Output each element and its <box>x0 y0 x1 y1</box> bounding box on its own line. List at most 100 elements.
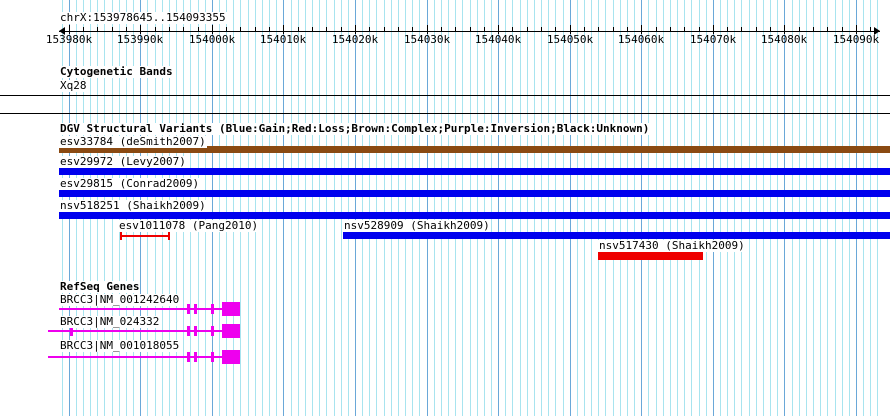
grid-line <box>827 0 828 416</box>
grid-line <box>334 0 335 416</box>
exon <box>194 352 197 362</box>
ruler-tick <box>813 27 814 32</box>
ruler-tick <box>598 27 599 32</box>
track-label-nsv517430[interactable]: nsv517430 (Shaikh2009) <box>598 239 746 252</box>
ruler-tick-label: 154080k <box>760 33 808 46</box>
ruler-tick <box>255 27 256 32</box>
grid-line <box>534 0 535 416</box>
track-label-nsv528909[interactable]: nsv528909 (Shaikh2009) <box>343 219 491 232</box>
grid-line <box>670 0 671 416</box>
track-label-esv29972[interactable]: esv29972 (Levy2007) <box>59 155 187 168</box>
ruler-tick <box>427 25 428 34</box>
ruler-tick <box>784 25 785 34</box>
variant-bar-esv33784[interactable] <box>59 146 890 153</box>
intron-line <box>48 330 187 332</box>
variant-bar-esv29972[interactable] <box>59 168 890 175</box>
intron-line <box>190 308 194 310</box>
exon <box>70 326 73 336</box>
ruler-tick <box>670 27 671 32</box>
grid-line <box>248 0 249 416</box>
variant-bar-nsv518251[interactable] <box>59 212 890 219</box>
ruler-tick <box>842 27 843 32</box>
ruler-tick <box>326 27 327 32</box>
ruler-tick <box>298 27 299 32</box>
exon <box>194 326 197 336</box>
cytoband-bottom-divider <box>0 113 890 114</box>
grid-line <box>348 0 349 416</box>
grid-line <box>613 0 614 416</box>
grid-line <box>541 0 542 416</box>
ruler-tick-label: 154040k <box>474 33 522 46</box>
intron-line <box>214 330 222 332</box>
ruler-tick <box>112 27 113 32</box>
grid-line <box>455 0 456 416</box>
track-label-esv29815[interactable]: esv29815 (Conrad2009) <box>59 177 201 190</box>
grid-line <box>384 0 385 416</box>
ruler-left-arrow-icon <box>59 27 65 35</box>
ruler-tick <box>69 25 70 34</box>
variant-bar-nsv528909[interactable] <box>343 232 890 239</box>
grid-line-major <box>283 0 284 416</box>
intron-line <box>197 356 211 358</box>
ruler-tick <box>684 27 685 32</box>
variant-stem <box>120 235 170 237</box>
variant-bar-esv29815[interactable] <box>59 190 890 197</box>
intron-line <box>214 308 222 310</box>
gene-model-brcc3-nm001018055[interactable] <box>48 350 248 364</box>
grid-line <box>741 0 742 416</box>
grid-line <box>749 0 750 416</box>
ruler-tick-label: 154090k <box>832 33 880 46</box>
grid-line <box>369 0 370 416</box>
grid-line <box>269 0 270 416</box>
ruler-tick <box>856 25 857 34</box>
variant-bar-esv1011078[interactable] <box>120 231 170 240</box>
grid-line <box>691 0 692 416</box>
track-label-xq28[interactable]: Xq28 <box>59 79 88 92</box>
grid-line <box>627 0 628 416</box>
grid-line <box>727 0 728 416</box>
ruler-tick <box>183 27 184 32</box>
grid-line <box>720 0 721 416</box>
grid-line <box>362 0 363 416</box>
variant-bar-nsv517430[interactable] <box>598 252 703 260</box>
section-title-refseq: RefSeq Genes <box>59 280 141 293</box>
ruler-tick-label: 153990k <box>116 33 164 46</box>
ruler-tick <box>312 27 313 32</box>
grid-line <box>341 0 342 416</box>
grid-line <box>405 0 406 416</box>
grid-line <box>319 0 320 416</box>
ruler-tick <box>741 27 742 32</box>
ruler-tick-label: 154000k <box>188 33 236 46</box>
ruler-tick <box>398 27 399 32</box>
grid-line <box>699 0 700 416</box>
exon <box>187 326 190 336</box>
intron-line <box>190 356 194 358</box>
grid-line-major <box>570 0 571 416</box>
grid-line <box>820 0 821 416</box>
ruler-tick-label: 154050k <box>546 33 594 46</box>
grid-line <box>527 0 528 416</box>
track-label-esv1011078[interactable]: esv1011078 (Pang2010) <box>118 219 260 232</box>
ruler-tick <box>83 27 84 32</box>
grid-line <box>262 0 263 416</box>
track-label-nsv518251[interactable]: nsv518251 (Shaikh2009) <box>59 199 207 212</box>
grid-line <box>555 0 556 416</box>
ruler-tick-label: 154070k <box>689 33 737 46</box>
grid-line <box>663 0 664 416</box>
ruler-tick <box>827 27 828 32</box>
ruler-tick <box>541 27 542 32</box>
ruler-axis-line <box>59 31 880 32</box>
track-label-esv33784[interactable]: esv33784 (deSmith2007) <box>59 135 207 148</box>
track-label-brcc3-nm001242640[interactable]: BRCC3|NM_001242640 <box>59 293 181 306</box>
ruler-tick <box>384 27 385 32</box>
coordinate-ruler[interactable]: chrX:153978645..154093355 153980k 153990k… <box>0 0 890 48</box>
grid-line <box>677 0 678 416</box>
track-label-brcc3-nm024332[interactable]: BRCC3|NM_024332 <box>59 315 161 328</box>
grid-line <box>863 0 864 416</box>
grid-line <box>648 0 649 416</box>
exon <box>187 304 190 314</box>
intron-line <box>190 330 194 332</box>
ruler-tick <box>212 25 213 34</box>
grid-line-major <box>856 0 857 416</box>
track-label-brcc3-nm001018055[interactable]: BRCC3|NM_001018055 <box>59 339 181 352</box>
